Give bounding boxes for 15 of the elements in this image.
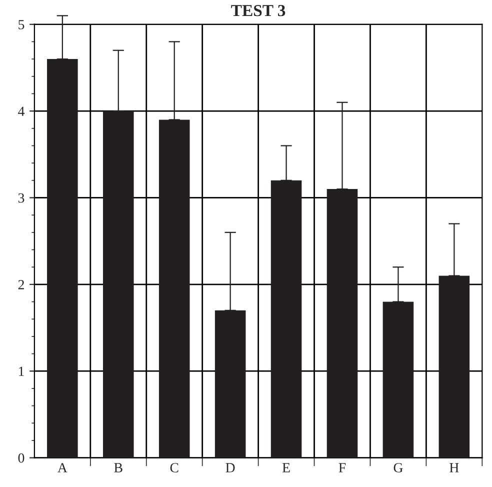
x-tick-label: E xyxy=(282,463,290,472)
y-tick-label: 3 xyxy=(18,193,24,203)
chart-title: TEST 3 xyxy=(231,4,286,16)
y-tick-label: 5 xyxy=(18,20,24,30)
x-tick-label: D xyxy=(226,463,235,472)
x-tick-label: H xyxy=(450,463,459,472)
x-tick-label: B xyxy=(114,463,122,472)
y-tick-label: 0 xyxy=(18,453,24,463)
y-tick-label: 2 xyxy=(18,280,24,290)
x-tick-label: G xyxy=(394,463,403,472)
x-tick-label: C xyxy=(170,463,178,472)
y-tick-label: 1 xyxy=(18,366,24,376)
x-tick-label: A xyxy=(58,463,68,472)
x-tick-label: F xyxy=(338,463,346,472)
y-tick-label: 4 xyxy=(18,106,24,116)
